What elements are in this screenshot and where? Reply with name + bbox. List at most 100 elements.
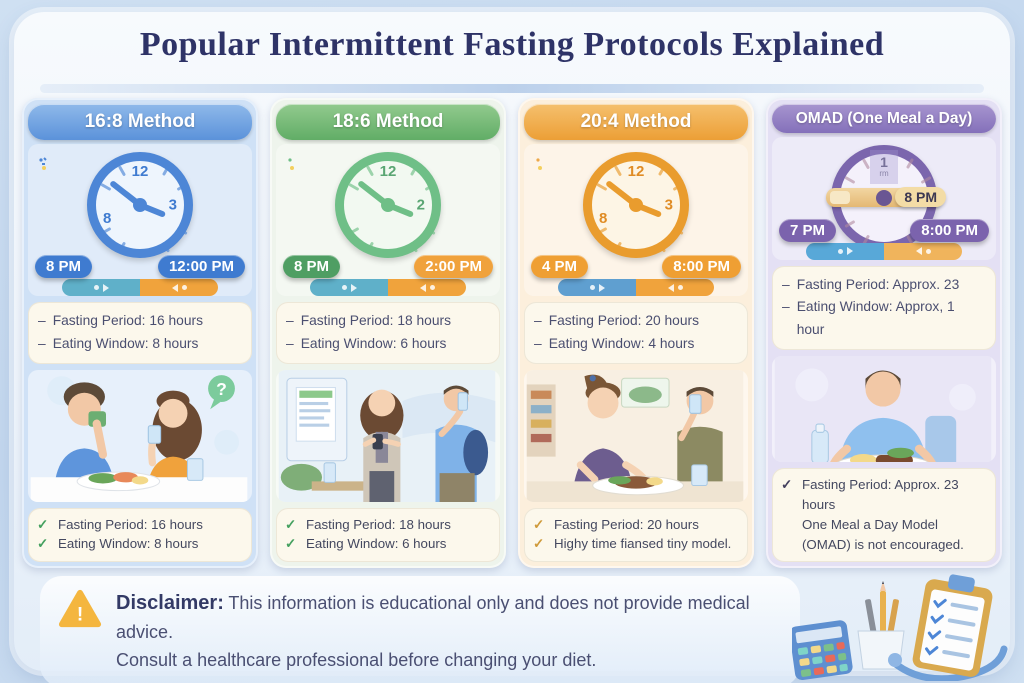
fasting-band-segment — [558, 279, 636, 296]
details-box: – Fasting Period: 16 hours – Eating Wind… — [28, 302, 252, 364]
card-header-20-4: 20:4 Method — [524, 104, 748, 140]
eating-fasting-band — [806, 242, 962, 260]
end-time-pill: 2:00 PM — [414, 255, 493, 278]
scene-street — [278, 369, 496, 502]
details-box: – Fasting Period: 18 hours – Eating Wind… — [276, 302, 500, 364]
clock-number-3: 3 — [664, 196, 673, 214]
meal-time-tag: 8 PM — [895, 187, 946, 208]
fasting-band-segment — [310, 279, 388, 296]
noon-strip — [870, 150, 898, 185]
check-eating: ✓ Eating Window: 6 hours — [285, 534, 491, 554]
clock-area: 12 3 8 4 PM 8:00 PM — [524, 144, 748, 296]
clock-number-8: 8 — [599, 210, 608, 228]
clock-hub — [133, 198, 147, 212]
decorative-wave — [40, 84, 984, 93]
fasting-band-segment — [806, 242, 884, 260]
end-time-pill: 8:00 PM — [662, 255, 741, 278]
check-fasting: ✓ Fasting Period: 18 hours — [285, 515, 491, 535]
check-icon: ✓ — [533, 516, 545, 532]
moon-icon — [39, 155, 62, 185]
clock-number-12: 12 — [131, 163, 149, 180]
eating-fasting-band — [310, 279, 466, 296]
check-icon: ✓ — [285, 536, 297, 552]
clipboard-icon — [912, 574, 993, 677]
illustration-18-6 — [276, 369, 500, 502]
question-bubble: ? — [216, 378, 227, 398]
detail-fasting: – Fasting Period: 18 hours — [286, 313, 452, 328]
clock-number-12: 12 — [627, 163, 645, 180]
detail-fasting: – Fasting Period: 16 hours — [38, 313, 204, 328]
disclaimer-line2: Consult a healthcare professional before… — [116, 649, 597, 670]
checklist-box: ✓ Fasting Period: 18 hours ✓ Eating Wind… — [276, 507, 500, 562]
check-fasting: ✓ Fasting Period: Approx. 23 hours — [781, 475, 987, 515]
scene-meal — [526, 369, 744, 502]
scene-single-meal — [774, 355, 992, 463]
clock-number-8: 8 — [103, 210, 112, 228]
card-20-4: 20:4 Method 12 — [518, 98, 754, 568]
desk-decorations — [792, 574, 1008, 681]
clock-area: 1 rm 8 PM 7 PM 8:00 PM — [772, 137, 996, 260]
checklist-box: ✓ Fasting Period: Approx. 23 hours One M… — [772, 468, 996, 562]
eating-band-segment — [884, 242, 962, 260]
card-18-6: 18:6 Method 12 2 — [270, 98, 506, 568]
clock-number-sub: rm — [879, 169, 889, 179]
illustration-20-4 — [524, 369, 748, 502]
check-note: ✓ Highy time fiansed tiny model. — [533, 534, 739, 554]
check-icon: ✓ — [533, 536, 545, 552]
detail-fasting: – Fasting Period: Approx. 23 — [782, 276, 960, 292]
end-time-pill: 12:00 PM — [157, 255, 245, 278]
eating-band-segment — [636, 279, 714, 296]
clock-number-1: 1 rm — [879, 154, 889, 179]
disclaimer-label: Disclaimer: — [116, 592, 224, 614]
warning-triangle-icon: ! — [58, 589, 102, 628]
clock-ticks — [348, 165, 436, 253]
detail-fasting: – Fasting Period: 20 hours — [534, 313, 700, 328]
check-fasting: ✓ Fasting Period: 16 hours — [37, 515, 243, 535]
checklist-box: ✓ Fasting Period: 20 hours ✓ Highy time … — [524, 507, 748, 562]
eating-band-segment — [388, 279, 466, 296]
check-icon: ✓ — [37, 516, 49, 532]
eating-fasting-band — [62, 279, 218, 296]
clock-area: 12 2 8 PM 2:00 PM — [276, 144, 500, 296]
clock-hub — [876, 190, 892, 207]
start-time-pill: 8 PM — [35, 255, 93, 278]
detail-eating: – Eating Window: 8 hours — [38, 335, 199, 351]
check-icon: ✓ — [285, 516, 297, 532]
card-header-16-8: 16:8 Method — [28, 104, 252, 140]
clock-16-8: 12 3 8 — [87, 152, 193, 258]
card-header-omad: OMAD (One Meal a Day) — [772, 104, 996, 134]
disclaimer-bar: ! Disclaimer: This information is educat… — [40, 576, 800, 683]
clock-number-2: 2 — [416, 196, 425, 214]
start-time-pill: 4 PM — [531, 255, 589, 278]
checklist-box: ✓ Fasting Period: 16 hours ✓ Eating Wind… — [28, 507, 252, 562]
details-box: – Fasting Period: 20 hours – Eating Wind… — [524, 302, 748, 364]
protocol-columns: 16:8 Method 12 — [22, 98, 1002, 568]
check-icon — [781, 515, 796, 555]
check-icon: ✓ — [37, 536, 49, 552]
check-fasting: ✓ Fasting Period: 20 hours — [533, 515, 739, 535]
card-header-18-6: 18:6 Method — [276, 104, 500, 140]
check-icon: ✓ — [781, 477, 793, 493]
moon-icon — [288, 155, 310, 185]
card-omad: OMAD (One Meal a Day) 1 rm — [766, 98, 1002, 568]
start-time-pill: 7 PM — [779, 218, 837, 242]
details-box: – Fasting Period: Approx. 23 – Eating Wi… — [772, 265, 996, 350]
end-time-pill: 8:00 PM — [910, 218, 989, 242]
svg-text:!: ! — [77, 604, 83, 625]
check-eating: ✓ Eating Window: 8 hours — [37, 534, 243, 554]
scene-couple-table: ? — [30, 374, 248, 502]
page-title: Popular Intermittent Fasting Protocols E… — [139, 26, 885, 63]
clock-20-4: 12 3 8 — [583, 152, 689, 258]
clock-18-6: 12 2 — [335, 152, 441, 258]
clock-hub — [629, 198, 643, 212]
clock-ticks — [100, 165, 188, 253]
eating-band-segment — [140, 279, 218, 296]
illustration-16-8: ? — [28, 369, 252, 502]
start-time-pill: 8 PM — [283, 255, 341, 278]
clock-hub — [381, 198, 395, 212]
calculator-icon — [792, 620, 853, 681]
disclaimer-line1: This information is educational only and… — [116, 593, 750, 642]
disclaimer-text: Disclaimer: This information is educatio… — [116, 588, 782, 675]
clock-number-12: 12 — [379, 163, 397, 180]
